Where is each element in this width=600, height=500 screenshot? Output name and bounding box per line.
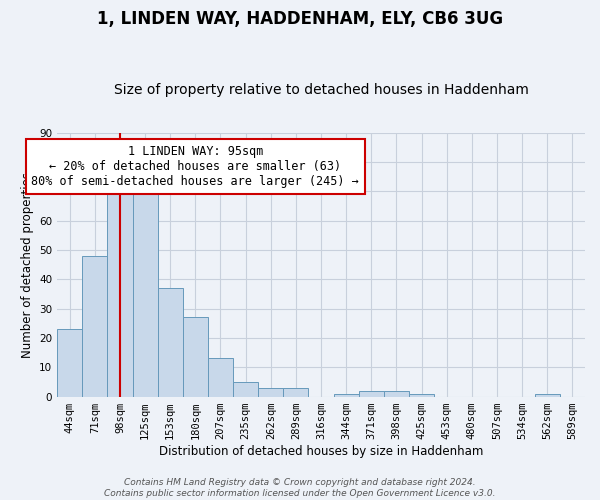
Bar (158, 288, 183, 397)
Bar (283, 388, 308, 396)
Bar (208, 358, 233, 397)
Text: Contains HM Land Registry data © Crown copyright and database right 2024.
Contai: Contains HM Land Registry data © Crown c… (104, 478, 496, 498)
Bar (107, 180, 133, 396)
Bar (359, 390, 384, 396)
Y-axis label: Number of detached properties: Number of detached properties (20, 172, 34, 358)
Title: Size of property relative to detached houses in Haddenham: Size of property relative to detached ho… (113, 83, 529, 97)
Bar (409, 394, 434, 396)
X-axis label: Distribution of detached houses by size in Haddenham: Distribution of detached houses by size … (159, 444, 483, 458)
Bar (233, 382, 258, 396)
Text: 1 LINDEN WAY: 95sqm
← 20% of detached houses are smaller (63)
80% of semi-detach: 1 LINDEN WAY: 95sqm ← 20% of detached ho… (31, 144, 359, 188)
Bar (334, 394, 359, 396)
Bar (535, 394, 560, 396)
Bar (183, 318, 208, 396)
Bar (82, 256, 107, 396)
Bar (384, 390, 409, 396)
Text: 1, LINDEN WAY, HADDENHAM, ELY, CB6 3UG: 1, LINDEN WAY, HADDENHAM, ELY, CB6 3UG (97, 10, 503, 28)
Bar (57, 329, 82, 396)
Bar (133, 192, 158, 396)
Bar (258, 388, 283, 396)
